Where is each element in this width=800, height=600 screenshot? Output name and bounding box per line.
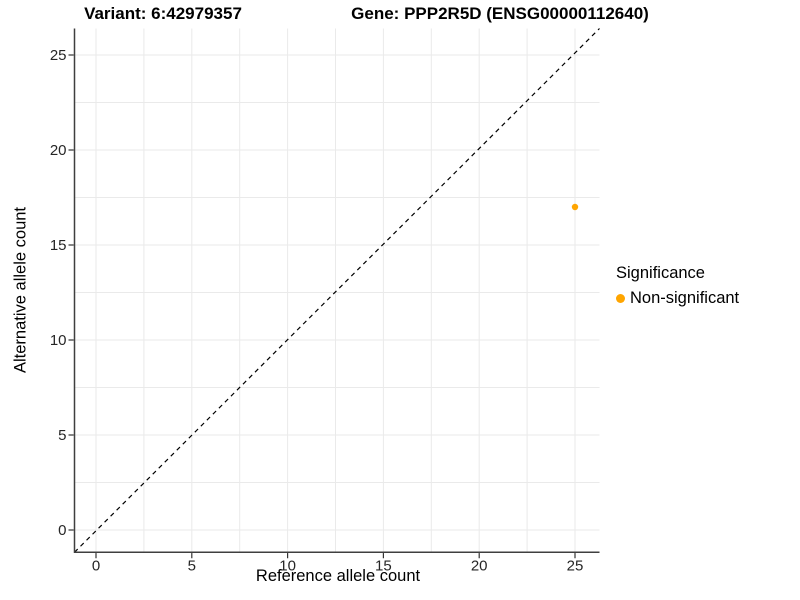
identity-dashed-line bbox=[74, 28, 600, 553]
x-tick-label: 0 bbox=[92, 558, 100, 575]
y-tick-label: 15 bbox=[50, 237, 67, 254]
x-axis-title: Reference allele count bbox=[255, 567, 421, 585]
x-tick-label: 20 bbox=[471, 558, 488, 575]
legend-entry-label: Non-significant bbox=[630, 289, 740, 307]
x-tick-label: 5 bbox=[188, 558, 196, 575]
legend-point-icon bbox=[616, 294, 625, 303]
legend: Significance Non-significant bbox=[616, 264, 739, 308]
data-point bbox=[571, 203, 579, 211]
y-tick-label: 10 bbox=[50, 332, 67, 349]
x-tick-label: 25 bbox=[567, 558, 584, 575]
y-axis-title: Alternative allele count bbox=[11, 206, 30, 374]
y-tick-label: 0 bbox=[58, 522, 66, 539]
gene-title: Gene: PPP2R5D (ENSG00000112640) bbox=[351, 4, 649, 23]
x-tick-label: 10 bbox=[279, 558, 296, 575]
x-tick-label: 15 bbox=[375, 558, 392, 575]
legend-entry-non-significant: Non-significant bbox=[616, 289, 739, 308]
y-tick-label: 20 bbox=[50, 142, 67, 159]
variant-title: Variant: 6:42979357 bbox=[84, 4, 242, 23]
y-tick-label: 5 bbox=[58, 427, 66, 444]
y-tick-label: 25 bbox=[50, 47, 67, 64]
legend-title: Significance bbox=[616, 264, 705, 282]
